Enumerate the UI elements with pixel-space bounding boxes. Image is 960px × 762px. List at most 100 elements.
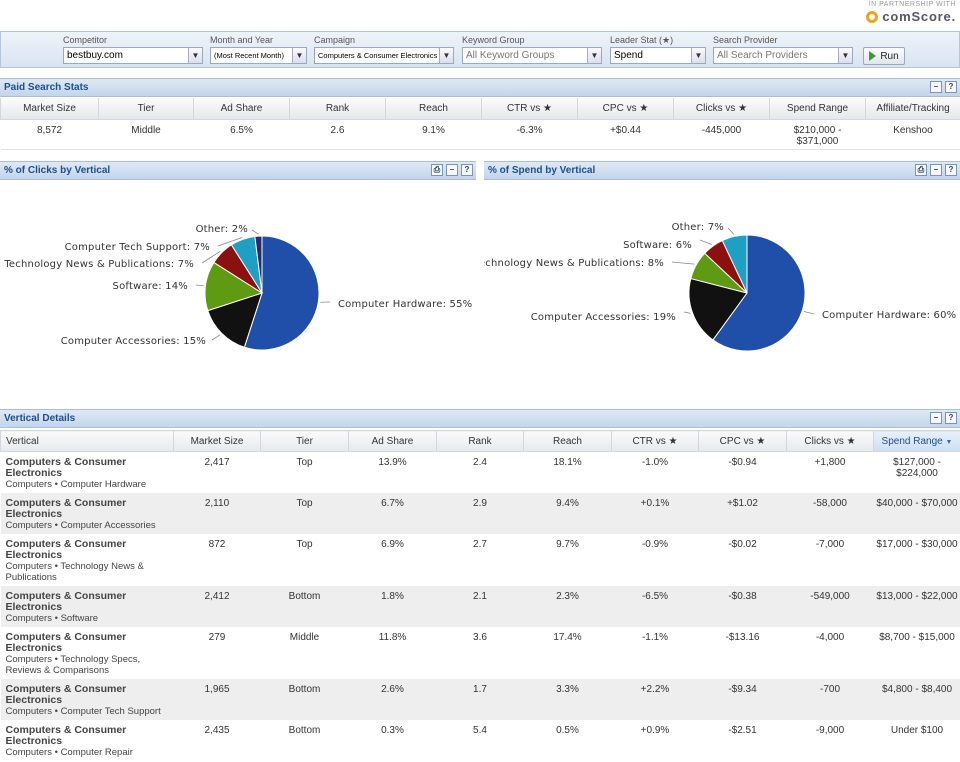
ctr-cell: -0.9% xyxy=(641,538,669,550)
column-header-sorted[interactable]: Spend Range ▼ xyxy=(873,430,960,452)
column-header[interactable]: Ad Share xyxy=(348,430,437,452)
pie-slice-other[interactable] xyxy=(721,234,748,294)
campaign-select[interactable]: Computers & Consumer Electronics ▼ xyxy=(314,47,454,64)
vertical-cell: Computers & Consumer Electronics Computer… xyxy=(1,720,174,761)
keyword-group-select[interactable]: All Keyword Groups ▼ xyxy=(462,47,602,64)
partner-tagline: IN PARTNERSHIP WITH xyxy=(868,1,956,8)
minimize-icon[interactable]: – xyxy=(930,164,942,176)
cpc-cell: -$9.34 xyxy=(698,678,787,720)
reach-cell: 9.1% xyxy=(385,119,482,150)
table-row[interactable]: Computers & Consumer Electronics Computer… xyxy=(0,585,960,627)
column-header[interactable]: Reach xyxy=(523,430,612,452)
month-select[interactable]: (Most Recent Month) ▼ xyxy=(210,47,307,64)
table-row[interactable]: Computers & Consumer Electronics Computer… xyxy=(1,627,960,679)
column-header[interactable]: Affiliate/Tracking xyxy=(865,98,960,120)
minimize-icon[interactable]: – xyxy=(930,412,942,424)
ad-share-cell: 0.3% xyxy=(381,724,404,736)
vertical-cell: Computers & Consumer Electronics Computer… xyxy=(1,452,174,493)
column-header[interactable]: Clicks vs ★ xyxy=(786,430,874,452)
spend-range-cell: Under $100 xyxy=(890,724,944,736)
search-provider-select[interactable]: All Search Providers ▼ xyxy=(713,47,853,64)
tier-cell: Bottom xyxy=(260,678,349,720)
table-row[interactable]: Computers & Consumer Electronics Computer… xyxy=(0,678,960,720)
help-icon[interactable]: ? xyxy=(945,412,957,424)
column-header[interactable]: Vertical xyxy=(0,430,174,452)
ctr-cell: -1.1% xyxy=(641,631,669,643)
play-icon xyxy=(869,51,877,61)
sort-desc-icon: ▼ xyxy=(945,438,953,446)
spend-range-cell: $17,000 - $30,000 xyxy=(876,538,958,550)
reach-cell: 9.4% xyxy=(523,492,612,534)
filter-bar: Competitor bestbuy.com ▼ Month and Year … xyxy=(0,31,960,68)
table-row[interactable]: Computers & Consumer Electronics Computer… xyxy=(1,534,960,586)
pie-slice-computer-hardware[interactable] xyxy=(243,235,320,351)
spend-range-cell: $13,000 - $22,000 xyxy=(873,585,960,627)
pie-leader-line xyxy=(671,261,695,265)
clicks-cell: -58,000 xyxy=(786,492,874,534)
vertical-subcategory: Computers • Technology News & Publicatio… xyxy=(5,560,144,583)
column-header[interactable]: Ad Share xyxy=(193,98,290,120)
clicks-pie-chart: Computer Hardware: 55% Computer Accessori… xyxy=(3,224,472,351)
column-header[interactable]: Tier xyxy=(98,98,194,120)
column-header[interactable]: Market Size xyxy=(173,430,261,452)
table-row[interactable]: Computers & Consumer Electronics Computer… xyxy=(1,720,960,761)
month-label: Month and Year xyxy=(210,35,274,45)
pie-leader-line xyxy=(683,311,691,314)
help-icon[interactable]: ? xyxy=(945,164,957,176)
help-icon[interactable]: ? xyxy=(945,81,957,93)
minimize-icon[interactable]: – xyxy=(930,81,942,93)
help-icon[interactable]: ? xyxy=(461,164,473,176)
table-row[interactable]: Computers & Consumer Electronics Computer… xyxy=(1,452,960,493)
section-title: % of Clicks by Vertical xyxy=(4,165,111,176)
column-header[interactable]: CTR vs ★ xyxy=(481,98,578,120)
reach-cell: 3.3% xyxy=(523,678,612,720)
ctr-cell: +0.9% xyxy=(640,724,670,736)
rank-cell: 2.7 xyxy=(473,538,487,550)
column-header[interactable]: CPC vs ★ xyxy=(698,430,787,452)
tier-cell: Top xyxy=(296,538,313,550)
column-header[interactable]: Spend Range xyxy=(769,98,866,120)
pie-leader-line xyxy=(195,284,204,287)
pie-slice-computer-accessories[interactable] xyxy=(688,277,748,341)
minimize-icon[interactable]: – xyxy=(446,164,458,176)
column-header[interactable]: Rank xyxy=(289,98,386,120)
column-header[interactable]: Rank xyxy=(436,430,524,452)
pie-slice-computer-hardware[interactable] xyxy=(712,234,806,352)
ad-share-cell: 13.9% xyxy=(378,457,407,468)
clicks-cell: -7,000 xyxy=(815,538,845,550)
column-header[interactable]: CTR vs ★ xyxy=(611,430,699,452)
pie-label: Other: 2% xyxy=(196,224,248,235)
vertical-subcategory: Computers • Software xyxy=(5,612,99,624)
market-size-cell: 1,965 xyxy=(173,678,261,720)
pie-slice-other[interactable] xyxy=(254,235,263,294)
rank-cell: 5.4 xyxy=(473,724,487,736)
column-header[interactable]: Reach xyxy=(385,98,482,120)
print-icon[interactable]: ⎙ xyxy=(915,164,927,176)
clicks-cell: -9,000 xyxy=(815,724,845,736)
pie-leader-line xyxy=(211,334,221,341)
tier-cell: Middle xyxy=(289,631,320,643)
cpc-cell: -$13.16 xyxy=(725,631,760,643)
vertical-subcategory: Computers • Computer Repair xyxy=(5,746,133,758)
column-header[interactable]: CPC vs ★ xyxy=(577,98,674,120)
column-header[interactable]: Tier xyxy=(260,430,349,452)
run-button[interactable]: Run xyxy=(863,47,905,65)
leader-stat-select[interactable]: Spend ▼ xyxy=(610,47,706,64)
column-header[interactable]: Market Size xyxy=(0,98,99,120)
vertical-cell: Computers & Consumer Electronics Computer… xyxy=(0,678,174,720)
vertical-details-header: Vertical Details – ? xyxy=(0,409,960,428)
competitor-select[interactable]: bestbuy.com ▼ xyxy=(63,47,203,64)
ctr-cell: +0.1% xyxy=(611,492,699,534)
cpc-cell: -$0.38 xyxy=(698,585,787,627)
table-row[interactable]: Computers & Consumer Electronics Computer… xyxy=(0,492,960,534)
chevron-down-icon: ▼ xyxy=(188,48,202,63)
vertical-name: Computers & Consumer Electronics xyxy=(5,537,127,561)
ad-share-cell: 6.9% xyxy=(381,538,404,550)
pie-label: Computer Hardware: 60% xyxy=(822,310,956,321)
spend-range-cell: $210,000 - $371,000 xyxy=(769,119,866,150)
print-icon[interactable]: ⎙ xyxy=(431,164,443,176)
rank-cell: 1.7 xyxy=(436,678,524,720)
reach-cell: 0.5% xyxy=(556,724,579,736)
column-header[interactable]: Clicks vs ★ xyxy=(673,98,770,120)
pie-label: Other: 7% xyxy=(672,222,724,233)
